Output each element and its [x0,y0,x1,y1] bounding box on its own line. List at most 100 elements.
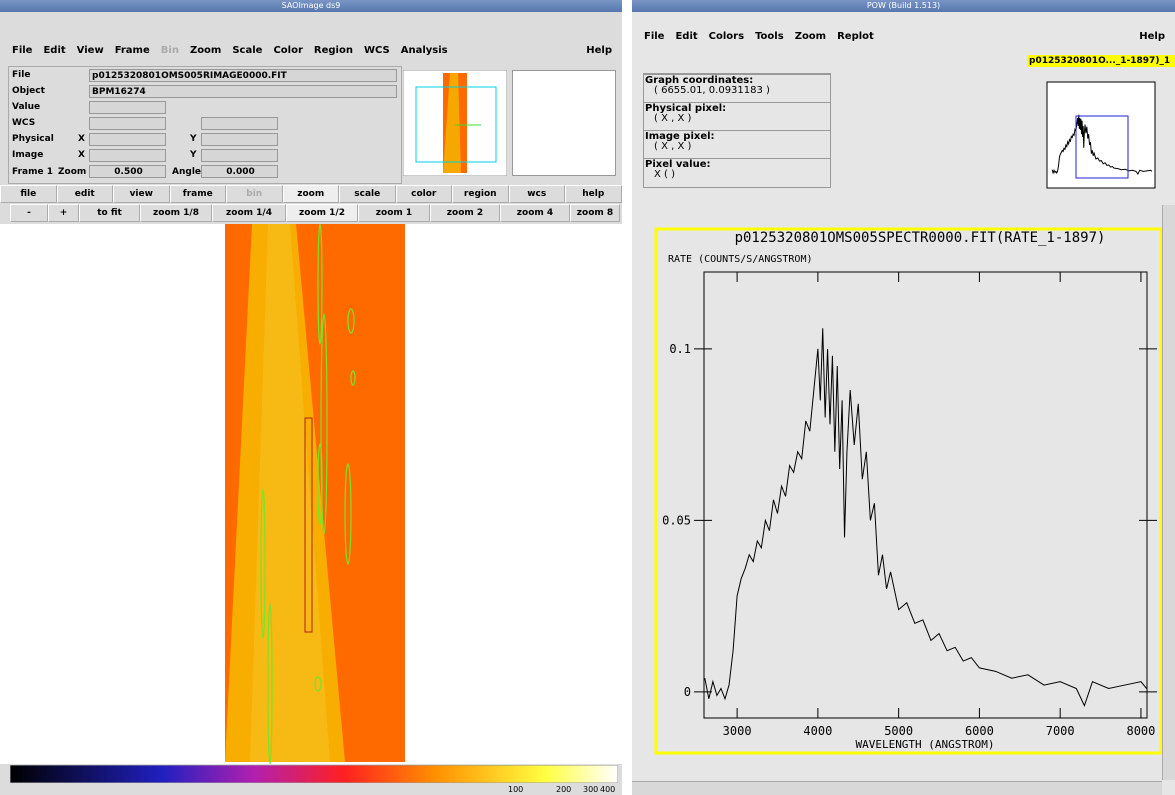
plot-title: p0125320801OMS005SPECTR0000.FIT(RATE_1-1… [735,230,1106,246]
wcs-field [89,117,166,130]
menu-item[interactable]: Color [273,45,303,56]
y-axis-label: RATE (COUNTS/S/ANGSTROM) [668,254,813,265]
menu-bar: File Edit Colors Tools Zoom Replot [644,31,874,42]
title-bar: POW (Build 1.513) [632,0,1175,12]
colorbar-tick-label: 100 [508,785,524,794]
image-x-field [89,149,166,162]
label: Angle [172,167,202,177]
zoom-field: 0.500 [89,165,166,178]
label: Object [12,86,45,96]
button-bar: - + to fit zoom 1/8 zoom 1/4 zoom 1/2 zoom 1 zo… [10,204,620,222]
menu-item[interactable]: Region [313,45,353,56]
plot-frame [654,227,1163,755]
button[interactable]: zoom 8 [570,204,620,222]
button[interactable]: - [10,204,48,222]
button[interactable]: file [0,185,57,203]
x-tick-label: 8000 [1126,724,1155,738]
menu-item[interactable]: Tools [755,31,784,42]
angle-field: 0.000 [201,165,278,178]
ds9-window: SAOImage ds9 File Edit View Frame Bin Zoom Sca… [0,0,622,795]
menu-item[interactable]: Analysis [400,45,448,56]
wcs-field [201,117,278,130]
label: Y [190,134,197,144]
panel-label: Pixel value: [644,158,831,170]
button[interactable]: zoom 1 [358,204,430,222]
vertical-scrollbar[interactable] [1162,205,1175,780]
thumbnail [1046,81,1156,189]
button[interactable]: zoom 1/2 [286,204,358,222]
coordinate-panel: Graph coordinates:( 6655.01, 0.0931183 )… [643,73,831,188]
help-menu[interactable]: Help [586,45,612,56]
menu-item[interactable]: File [644,31,665,42]
panel-label: Graph coordinates: [644,74,831,86]
menu-item[interactable]: Bin [160,45,179,56]
physical-x-field [89,133,166,146]
menu-item[interactable]: Edit [675,31,698,42]
label: Value [12,102,41,112]
button[interactable]: edit [56,185,113,203]
panel-value: ( X , X ) [654,113,692,124]
file-field: p0125320801OMS005RIMAGE0000.FIT [89,69,397,82]
horizontal-scrollbar[interactable] [632,781,1162,795]
menu-item[interactable]: Colors [708,31,745,42]
button[interactable]: zoom 1/8 [140,204,212,222]
y-tick-label: 0 [684,685,691,699]
menu-item[interactable]: Scale [232,45,263,56]
x-tick-label: 4000 [803,724,832,738]
object-field: BPM16274 [89,85,397,98]
colorbar-tick-label: 300 [583,785,599,794]
button[interactable]: zoom 2 [430,204,500,222]
menu-item[interactable]: Replot [837,31,874,42]
panel-value: X ( ) [654,169,676,180]
button[interactable]: color [395,185,452,203]
help-menu[interactable]: Help [1139,31,1165,42]
button[interactable]: zoom 1/4 [212,204,286,222]
button[interactable]: to fit [79,204,140,222]
button[interactable]: + [48,204,79,222]
title-bar: SAOImage ds9 [0,0,622,12]
label: Image [12,150,44,160]
pow-window: POW (Build 1.513) File Edit Colors Tools Zoo… [632,0,1175,795]
x-tick-label: 6000 [965,724,994,738]
panner [403,70,507,176]
y-tick-label: 0.1 [669,342,691,356]
label: X [78,134,85,144]
plot-box [703,271,1148,719]
colorbar-tick-label: 400 [600,785,616,794]
button[interactable]: view [113,185,170,203]
thumbnail-line [1051,114,1153,176]
menu-item[interactable]: Edit [43,45,66,56]
x-axis-label: WAVELENGTH (ANGSTROM) [855,738,994,751]
button[interactable]: zoom 4 [500,204,570,222]
label: File [12,70,31,80]
button[interactable]: wcs [508,185,565,203]
button[interactable]: frame [169,185,226,203]
label: Physical [12,134,54,144]
menu-item[interactable]: File [12,45,33,56]
menu-item[interactable]: Zoom [189,45,222,56]
button[interactable]: zoom [282,185,339,203]
button[interactable]: scale [339,185,396,203]
image-y-field [201,149,278,162]
button[interactable]: bin [226,185,283,203]
button[interactable]: region [452,185,509,203]
label: WCS [12,118,36,128]
value-field [89,101,166,114]
image-canvas [0,224,622,764]
label: Zoom [58,167,87,177]
thumbnail-view [1075,115,1129,179]
menu-item[interactable]: Zoom [794,31,827,42]
y-tick-label: 0.05 [662,513,691,527]
graph-tag[interactable]: p0125320801O..._1-1897)_1 [1027,55,1175,67]
x-tick-label: 5000 [884,724,913,738]
physical-y-field [201,133,278,146]
panel-label: Physical pixel: [644,102,831,114]
magnifier [512,70,616,176]
button[interactable]: help [565,185,622,203]
button-bar: file edit view frame bin zoom scale color region… [0,185,622,203]
panel-value: ( X , X ) [654,141,692,152]
menu-item[interactable]: WCS [363,45,390,56]
menu-item[interactable]: Frame [114,45,150,56]
menu-item[interactable]: View [76,45,104,56]
